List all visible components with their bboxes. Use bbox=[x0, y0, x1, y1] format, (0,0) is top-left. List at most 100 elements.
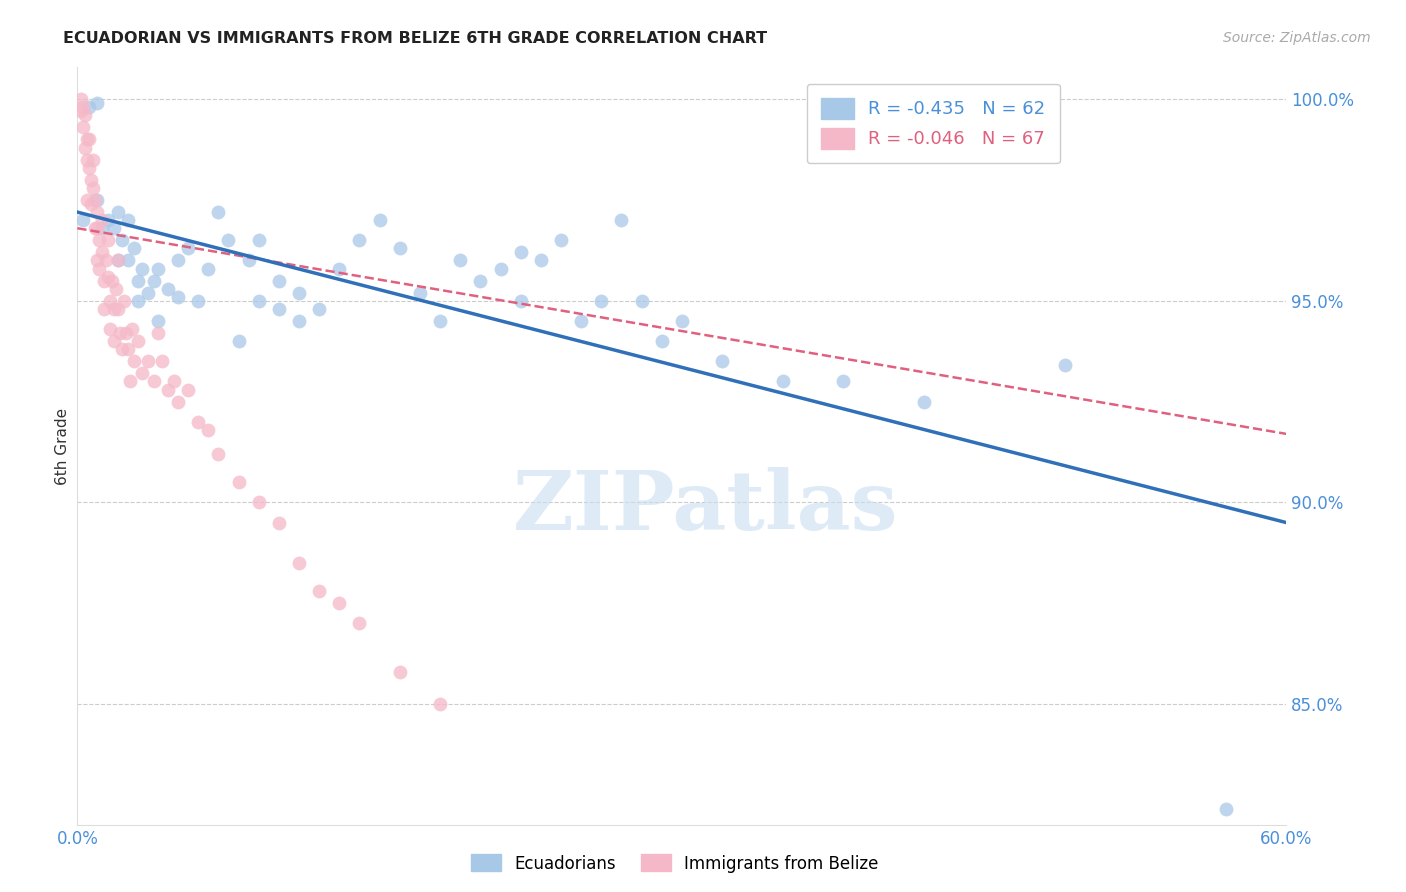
Point bbox=[530, 253, 553, 268]
Point bbox=[70, 104, 93, 119]
Point bbox=[146, 261, 169, 276]
Y-axis label: 6th Grade: 6th Grade bbox=[55, 408, 70, 484]
Point bbox=[187, 415, 209, 429]
Point bbox=[72, 213, 94, 227]
Point bbox=[157, 383, 180, 397]
Point bbox=[288, 314, 311, 328]
Point bbox=[96, 213, 118, 227]
Point bbox=[328, 261, 350, 276]
Point bbox=[409, 285, 432, 300]
Point bbox=[207, 447, 229, 461]
Point bbox=[90, 213, 112, 227]
Point bbox=[112, 293, 135, 308]
Point bbox=[1215, 802, 1237, 816]
Point bbox=[142, 375, 165, 389]
Point bbox=[228, 334, 250, 348]
Point bbox=[288, 556, 311, 570]
Point bbox=[86, 193, 108, 207]
Point bbox=[84, 221, 107, 235]
Point bbox=[111, 342, 134, 356]
Point bbox=[86, 96, 108, 111]
Point bbox=[98, 293, 121, 308]
Point bbox=[328, 596, 350, 610]
Point bbox=[121, 322, 143, 336]
Point bbox=[591, 293, 613, 308]
Point bbox=[267, 274, 290, 288]
Point bbox=[163, 375, 186, 389]
Point bbox=[107, 301, 129, 316]
Point bbox=[267, 516, 290, 530]
Point bbox=[449, 253, 471, 268]
Point bbox=[114, 326, 136, 340]
Point bbox=[131, 367, 153, 381]
Point bbox=[82, 153, 104, 167]
Point bbox=[111, 233, 134, 247]
Point bbox=[470, 274, 492, 288]
Point bbox=[832, 375, 855, 389]
Point bbox=[127, 293, 149, 308]
Point bbox=[82, 181, 104, 195]
Point bbox=[90, 245, 112, 260]
Point bbox=[118, 375, 141, 389]
Point bbox=[86, 253, 108, 268]
Point bbox=[150, 354, 173, 368]
Point bbox=[349, 233, 371, 247]
Point bbox=[103, 334, 125, 348]
Point bbox=[157, 282, 180, 296]
Point bbox=[267, 301, 290, 316]
Point bbox=[218, 233, 240, 247]
Point bbox=[117, 253, 139, 268]
Point bbox=[630, 293, 652, 308]
Point bbox=[86, 221, 108, 235]
Point bbox=[117, 342, 139, 356]
Point bbox=[80, 173, 103, 187]
Point bbox=[247, 233, 270, 247]
Legend: R = -0.435   N = 62, R = -0.046   N = 67: R = -0.435 N = 62, R = -0.046 N = 67 bbox=[807, 84, 1060, 163]
Point bbox=[651, 334, 673, 348]
Point bbox=[288, 285, 311, 300]
Point bbox=[388, 665, 411, 679]
Point bbox=[100, 274, 122, 288]
Point bbox=[75, 108, 97, 122]
Point bbox=[93, 301, 115, 316]
Point bbox=[79, 132, 101, 146]
Point bbox=[238, 253, 260, 268]
Point bbox=[107, 253, 129, 268]
Point bbox=[610, 213, 633, 227]
Point bbox=[127, 274, 149, 288]
Point bbox=[167, 394, 190, 409]
Point bbox=[98, 322, 121, 336]
Point bbox=[197, 261, 219, 276]
Point bbox=[76, 193, 98, 207]
Point bbox=[308, 301, 330, 316]
Point bbox=[96, 233, 118, 247]
Point bbox=[103, 221, 125, 235]
Text: Source: ZipAtlas.com: Source: ZipAtlas.com bbox=[1223, 31, 1371, 45]
Point bbox=[89, 233, 111, 247]
Point bbox=[308, 584, 330, 599]
Point bbox=[429, 314, 451, 328]
Point bbox=[107, 253, 129, 268]
Point bbox=[207, 205, 229, 219]
Point bbox=[772, 375, 794, 389]
Point bbox=[79, 100, 101, 114]
Point bbox=[550, 233, 572, 247]
Text: ECUADORIAN VS IMMIGRANTS FROM BELIZE 6TH GRADE CORRELATION CHART: ECUADORIAN VS IMMIGRANTS FROM BELIZE 6TH… bbox=[63, 31, 768, 46]
Point bbox=[80, 197, 103, 211]
Point bbox=[136, 285, 159, 300]
Legend: Ecuadorians, Immigrants from Belize: Ecuadorians, Immigrants from Belize bbox=[464, 847, 886, 880]
Point bbox=[93, 274, 115, 288]
Point bbox=[146, 314, 169, 328]
Point bbox=[104, 282, 127, 296]
Point bbox=[107, 205, 129, 219]
Point bbox=[142, 274, 165, 288]
Point bbox=[86, 205, 108, 219]
Point bbox=[146, 326, 169, 340]
Point bbox=[117, 213, 139, 227]
Point bbox=[247, 293, 270, 308]
Point bbox=[75, 140, 97, 154]
Point bbox=[76, 132, 98, 146]
Point bbox=[1053, 359, 1076, 373]
Point bbox=[489, 261, 512, 276]
Point bbox=[72, 100, 94, 114]
